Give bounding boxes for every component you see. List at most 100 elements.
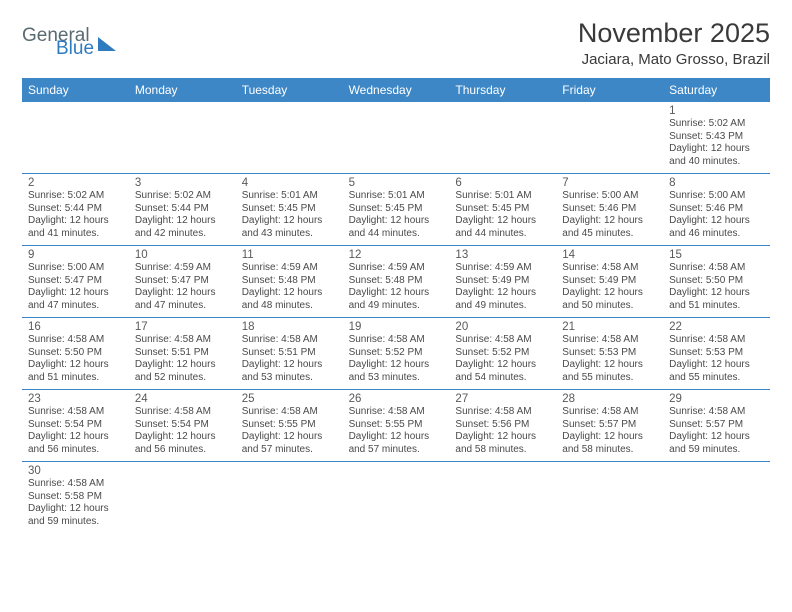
sunset-line: Sunset: 5:54 PM: [28, 419, 123, 432]
sunset-line: Sunset: 5:52 PM: [349, 347, 444, 360]
day-number: 4: [242, 177, 337, 189]
day-cell: 9Sunrise: 5:00 AMSunset: 5:47 PMDaylight…: [22, 246, 129, 317]
sunset-line: Sunset: 5:55 PM: [349, 419, 444, 432]
daylight-line-1: Daylight: 12 hours: [349, 287, 444, 300]
day-number: 26: [349, 393, 444, 405]
day-cell: 17Sunrise: 4:58 AMSunset: 5:51 PMDayligh…: [129, 318, 236, 389]
daylight-line-2: and 55 minutes.: [669, 372, 764, 385]
day-cell: 26Sunrise: 4:58 AMSunset: 5:55 PMDayligh…: [343, 390, 450, 461]
header: General Blue November 2025 Jaciara, Mato…: [22, 18, 770, 68]
sunrise-line: Sunrise: 5:00 AM: [562, 190, 657, 203]
daylight-line-1: Daylight: 12 hours: [669, 431, 764, 444]
empty-day-cell: [129, 102, 236, 173]
day-cell: 2Sunrise: 5:02 AMSunset: 5:44 PMDaylight…: [22, 174, 129, 245]
sunrise-line: Sunrise: 5:02 AM: [135, 190, 230, 203]
weekday-label: Thursday: [449, 78, 556, 102]
daylight-line-2: and 47 minutes.: [135, 300, 230, 313]
daylight-line-2: and 51 minutes.: [669, 300, 764, 313]
day-cell: 5Sunrise: 5:01 AMSunset: 5:45 PMDaylight…: [343, 174, 450, 245]
day-cell: 24Sunrise: 4:58 AMSunset: 5:54 PMDayligh…: [129, 390, 236, 461]
day-cell: 8Sunrise: 5:00 AMSunset: 5:46 PMDaylight…: [663, 174, 770, 245]
day-number: 12: [349, 249, 444, 261]
day-cell: 3Sunrise: 5:02 AMSunset: 5:44 PMDaylight…: [129, 174, 236, 245]
daylight-line-2: and 58 minutes.: [455, 444, 550, 457]
sunset-line: Sunset: 5:53 PM: [562, 347, 657, 360]
daylight-line-2: and 59 minutes.: [669, 444, 764, 457]
sunset-line: Sunset: 5:54 PM: [135, 419, 230, 432]
weekday-header-row: SundayMondayTuesdayWednesdayThursdayFrid…: [22, 78, 770, 102]
daylight-line-1: Daylight: 12 hours: [669, 143, 764, 156]
day-number: 22: [669, 321, 764, 333]
sunset-line: Sunset: 5:43 PM: [669, 131, 764, 144]
sunrise-line: Sunrise: 4:58 AM: [562, 334, 657, 347]
sunrise-line: Sunrise: 4:59 AM: [242, 262, 337, 275]
week-row: 9Sunrise: 5:00 AMSunset: 5:47 PMDaylight…: [22, 246, 770, 318]
sunset-line: Sunset: 5:48 PM: [242, 275, 337, 288]
week-row: 30Sunrise: 4:58 AMSunset: 5:58 PMDayligh…: [22, 462, 770, 533]
sunset-line: Sunset: 5:47 PM: [135, 275, 230, 288]
sunrise-line: Sunrise: 4:58 AM: [455, 334, 550, 347]
daylight-line-2: and 47 minutes.: [28, 300, 123, 313]
weekday-label: Sunday: [22, 78, 129, 102]
sunrise-line: Sunrise: 4:58 AM: [562, 262, 657, 275]
daylight-line-2: and 53 minutes.: [242, 372, 337, 385]
day-cell: 25Sunrise: 4:58 AMSunset: 5:55 PMDayligh…: [236, 390, 343, 461]
day-number: 25: [242, 393, 337, 405]
day-number: 8: [669, 177, 764, 189]
sunrise-line: Sunrise: 4:58 AM: [349, 406, 444, 419]
empty-day-cell: [663, 462, 770, 533]
sunset-line: Sunset: 5:49 PM: [562, 275, 657, 288]
logo-triangle-icon: [98, 37, 116, 51]
daylight-line-2: and 44 minutes.: [349, 228, 444, 241]
daylight-line-2: and 53 minutes.: [349, 372, 444, 385]
sunrise-line: Sunrise: 4:58 AM: [135, 406, 230, 419]
sunrise-line: Sunrise: 4:58 AM: [669, 406, 764, 419]
day-cell: 23Sunrise: 4:58 AMSunset: 5:54 PMDayligh…: [22, 390, 129, 461]
daylight-line-2: and 51 minutes.: [28, 372, 123, 385]
day-cell: 21Sunrise: 4:58 AMSunset: 5:53 PMDayligh…: [556, 318, 663, 389]
weekday-label: Saturday: [663, 78, 770, 102]
day-number: 13: [455, 249, 550, 261]
day-number: 7: [562, 177, 657, 189]
location-text: Jaciara, Mato Grosso, Brazil: [578, 51, 770, 68]
sunrise-line: Sunrise: 4:59 AM: [455, 262, 550, 275]
sunset-line: Sunset: 5:46 PM: [669, 203, 764, 216]
day-cell: 12Sunrise: 4:59 AMSunset: 5:48 PMDayligh…: [343, 246, 450, 317]
weekday-label: Tuesday: [236, 78, 343, 102]
sunrise-line: Sunrise: 5:01 AM: [455, 190, 550, 203]
day-cell: 14Sunrise: 4:58 AMSunset: 5:49 PMDayligh…: [556, 246, 663, 317]
empty-day-cell: [449, 102, 556, 173]
sunset-line: Sunset: 5:57 PM: [562, 419, 657, 432]
daylight-line-2: and 44 minutes.: [455, 228, 550, 241]
weekday-label: Monday: [129, 78, 236, 102]
daylight-line-2: and 42 minutes.: [135, 228, 230, 241]
month-title: November 2025: [578, 18, 770, 49]
sunrise-line: Sunrise: 4:58 AM: [669, 262, 764, 275]
daylight-line-1: Daylight: 12 hours: [455, 359, 550, 372]
daylight-line-2: and 48 minutes.: [242, 300, 337, 313]
day-number: 15: [669, 249, 764, 261]
sunrise-line: Sunrise: 5:02 AM: [669, 118, 764, 131]
week-row: 16Sunrise: 4:58 AMSunset: 5:50 PMDayligh…: [22, 318, 770, 390]
daylight-line-1: Daylight: 12 hours: [669, 287, 764, 300]
daylight-line-2: and 57 minutes.: [349, 444, 444, 457]
daylight-line-2: and 49 minutes.: [455, 300, 550, 313]
day-cell: 13Sunrise: 4:59 AMSunset: 5:49 PMDayligh…: [449, 246, 556, 317]
sunrise-line: Sunrise: 5:01 AM: [242, 190, 337, 203]
sunset-line: Sunset: 5:49 PM: [455, 275, 550, 288]
sunset-line: Sunset: 5:48 PM: [349, 275, 444, 288]
sunset-line: Sunset: 5:58 PM: [28, 491, 123, 504]
day-number: 2: [28, 177, 123, 189]
day-number: 19: [349, 321, 444, 333]
day-number: 20: [455, 321, 550, 333]
sunrise-line: Sunrise: 5:02 AM: [28, 190, 123, 203]
day-number: 11: [242, 249, 337, 261]
empty-day-cell: [556, 102, 663, 173]
sunset-line: Sunset: 5:45 PM: [242, 203, 337, 216]
day-cell: 15Sunrise: 4:58 AMSunset: 5:50 PMDayligh…: [663, 246, 770, 317]
day-number: 3: [135, 177, 230, 189]
daylight-line-2: and 41 minutes.: [28, 228, 123, 241]
sunset-line: Sunset: 5:51 PM: [242, 347, 337, 360]
weekday-label: Wednesday: [343, 78, 450, 102]
daylight-line-1: Daylight: 12 hours: [562, 431, 657, 444]
